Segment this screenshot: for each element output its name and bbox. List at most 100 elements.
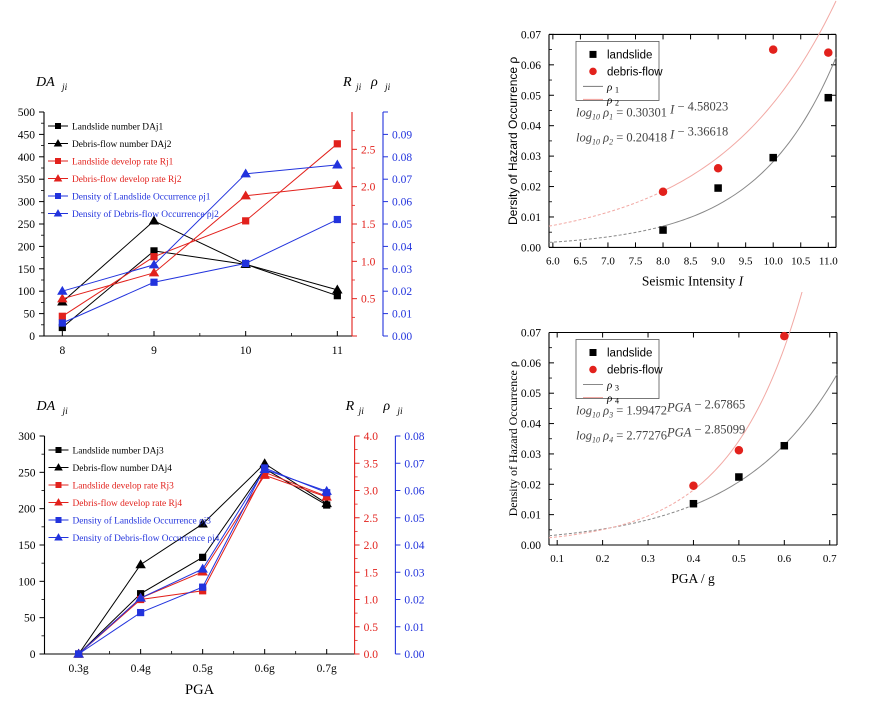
svg-text:150: 150 [18, 264, 36, 276]
svg-text:ρ: ρ [370, 75, 378, 90]
svg-text:1.5: 1.5 [364, 567, 379, 579]
svg-text:0.08: 0.08 [392, 152, 412, 164]
svg-text:0: 0 [30, 649, 36, 661]
svg-text:0.07: 0.07 [521, 328, 541, 340]
svg-text:0.6g: 0.6g [255, 663, 275, 675]
svg-text:ρ: ρ [606, 81, 612, 93]
svg-text:6.0: 6.0 [546, 255, 560, 267]
svg-text:0.06: 0.06 [521, 60, 541, 72]
svg-text:Seismic Intensity I: Seismic Intensity I [642, 273, 745, 288]
svg-text:0.04: 0.04 [521, 121, 541, 133]
svg-text:Dersity of Hazard Occurrence ρ: Dersity of Hazard Occurrence ρ [506, 57, 520, 225]
svg-text:landslide: landslide [607, 49, 652, 61]
svg-text:9.0: 9.0 [711, 255, 725, 267]
svg-text:Density of Landslide Occurrenc: Density of Landslide Occurrence ρj1 [72, 192, 211, 203]
svg-text:2.0: 2.0 [364, 540, 379, 552]
svg-text:ρ: ρ [606, 380, 612, 392]
svg-text:0.04: 0.04 [521, 419, 541, 431]
svg-text:ji: ji [60, 83, 68, 93]
svg-text:ji: ji [383, 83, 391, 93]
svg-text:Landslide develop rate Rj3: Landslide develop rate Rj3 [73, 482, 175, 492]
svg-text:0.05: 0.05 [404, 513, 424, 525]
svg-text:0.05: 0.05 [392, 219, 412, 231]
svg-text:debris-flow: debris-flow [607, 66, 663, 78]
svg-text:4.0: 4.0 [364, 431, 379, 443]
svg-text:50: 50 [24, 613, 36, 625]
svg-text:Debris-flow develop rate Rj2: Debris-flow develop rate Rj2 [72, 174, 182, 185]
svg-text:0.02: 0.02 [521, 479, 541, 491]
svg-text:7.5: 7.5 [629, 255, 643, 267]
svg-text:200: 200 [18, 241, 36, 253]
svg-text:8: 8 [59, 345, 65, 357]
svg-text:0.07: 0.07 [392, 174, 412, 186]
svg-text:ji: ji [357, 407, 365, 417]
svg-text:debris-flow: debris-flow [607, 365, 663, 377]
svg-text:R: R [342, 75, 352, 90]
svg-text:0.7: 0.7 [823, 553, 837, 565]
svg-text:log10 ρ1 = 0.30301 I − 4.58023: log10 ρ1 = 0.30301 I − 4.58023 [576, 99, 728, 121]
svg-text:250: 250 [18, 219, 36, 231]
svg-text:log10 ρ3 = 1.99472PGA − 2.6786: log10 ρ3 = 1.99472PGA − 2.67865 [576, 398, 745, 420]
svg-text:Density of Debris-flow Occurre: Density of Debris-flow Occurrence ρj4 [73, 533, 220, 544]
svg-text:0.02: 0.02 [404, 595, 424, 607]
svg-text:Landslide number DAj1: Landslide number DAj1 [72, 123, 163, 133]
svg-text:1.0: 1.0 [364, 595, 379, 607]
svg-text:0.04: 0.04 [404, 540, 424, 552]
svg-text:10.5: 10.5 [791, 255, 811, 267]
svg-text:Density of Hazard Occurrence ρ: Density of Hazard Occurrence ρ [506, 361, 520, 516]
svg-text:ji: ji [395, 407, 403, 417]
svg-text:0.09: 0.09 [392, 129, 412, 141]
svg-text:0.06: 0.06 [521, 358, 541, 370]
svg-text:0.07: 0.07 [521, 29, 541, 41]
svg-text:10: 10 [240, 345, 252, 357]
svg-text:0.1: 0.1 [550, 553, 564, 565]
svg-text:450: 450 [18, 129, 36, 141]
svg-text:ji: ji [61, 407, 69, 417]
svg-text:0.03: 0.03 [521, 151, 541, 163]
svg-text:0.03: 0.03 [392, 264, 412, 276]
svg-text:11: 11 [332, 345, 343, 357]
svg-text:DA: DA [35, 75, 55, 90]
svg-text:1.5: 1.5 [361, 219, 376, 231]
svg-text:2.5: 2.5 [364, 513, 379, 525]
svg-text:0.7g: 0.7g [317, 663, 337, 675]
svg-text:0.02: 0.02 [392, 286, 412, 298]
svg-text:0.06: 0.06 [392, 197, 412, 209]
svg-text:0.08: 0.08 [404, 431, 424, 443]
svg-text:9: 9 [151, 345, 157, 357]
svg-text:0.05: 0.05 [521, 388, 541, 400]
svg-text:landslide: landslide [607, 348, 652, 360]
svg-text:100: 100 [18, 286, 36, 298]
svg-text:Density of Landslide Occurrenc: Density of Landslide Occurrence ρj3 [73, 516, 212, 527]
svg-text:0.3g: 0.3g [69, 663, 89, 675]
svg-text:0.0: 0.0 [364, 649, 379, 661]
svg-text:8.5: 8.5 [684, 255, 698, 267]
svg-text:150: 150 [18, 540, 36, 552]
svg-text:PGA: PGA [185, 682, 215, 698]
svg-text:400: 400 [18, 152, 36, 164]
svg-text:log10 ρ2 = 0.20418 I − 3.36618: log10 ρ2 = 0.20418 I − 3.36618 [576, 124, 728, 146]
svg-text:350: 350 [18, 174, 36, 186]
svg-text:8.0: 8.0 [656, 255, 670, 267]
svg-text:0.02: 0.02 [521, 182, 541, 194]
svg-text:0.07: 0.07 [404, 458, 424, 470]
svg-text:ρ: ρ [382, 399, 390, 414]
svg-text:0.06: 0.06 [404, 486, 424, 498]
svg-text:ji: ji [354, 83, 362, 93]
svg-text:0.01: 0.01 [404, 622, 424, 634]
svg-text:2.0: 2.0 [361, 182, 376, 194]
svg-text:0.00: 0.00 [404, 649, 424, 661]
svg-text:10.0: 10.0 [764, 255, 784, 267]
svg-text:0.00: 0.00 [521, 242, 541, 254]
svg-text:300: 300 [18, 197, 36, 209]
svg-text:200: 200 [18, 504, 36, 516]
svg-text:Debris-flow number DAj4: Debris-flow number DAj4 [73, 463, 173, 474]
svg-text:0.01: 0.01 [521, 510, 541, 522]
svg-text:0.5: 0.5 [732, 553, 746, 565]
svg-text:Landslide develop rate Rj1: Landslide develop rate Rj1 [72, 158, 174, 168]
svg-text:0.4g: 0.4g [131, 663, 151, 675]
svg-text:0.5: 0.5 [364, 622, 379, 634]
svg-text:0.01: 0.01 [392, 309, 412, 321]
svg-text:0.00: 0.00 [521, 540, 541, 552]
svg-text:0.4: 0.4 [687, 553, 701, 565]
